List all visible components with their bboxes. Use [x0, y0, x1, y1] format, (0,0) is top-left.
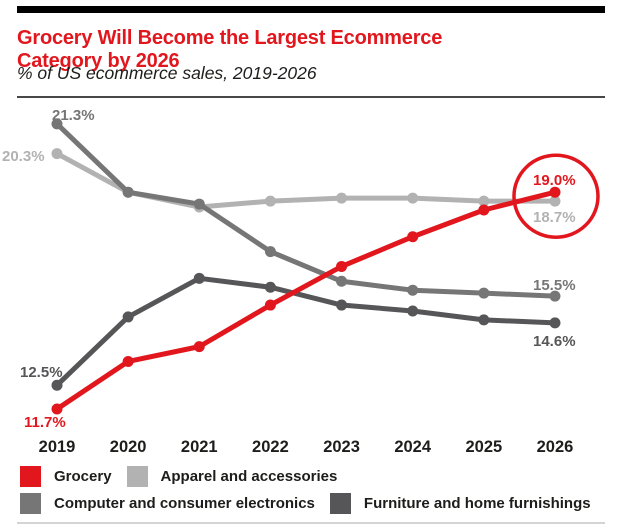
apparel-and-accessories-point-2025	[478, 195, 490, 207]
apparel-and-accessories-point-2026	[549, 195, 561, 207]
computer-and-consumer-electronics-point-2022	[264, 246, 276, 258]
apparel-and-accessories-point-2019	[51, 148, 63, 160]
chart-legend: Grocery Apparel and accessories Computer a…	[20, 466, 610, 520]
value-label-computer-and-consumer-electronics-2026: 15.5%	[533, 277, 576, 294]
furniture-and-home-furnishings-point-2020	[122, 311, 134, 323]
computer-and-consumer-electronics-line	[54, 121, 558, 299]
value-label-apparel-and-accessories-2019: 20.3%	[2, 148, 45, 165]
value-label-computer-and-consumer-electronics-2019: 21.3%	[52, 107, 95, 124]
highlight-circle-annotation	[512, 153, 600, 239]
legend-row: Grocery Apparel and accessories	[20, 466, 610, 487]
legend-item-computer-and-consumer-electronics: Computer and consumer electronics	[20, 493, 315, 514]
legend-label-furniture-and-home-furnishings: Furniture and home furnishings	[363, 495, 591, 512]
furniture-and-home-furnishings-point-2023	[336, 299, 348, 311]
computer-and-consumer-electronics-point-2020	[122, 186, 134, 198]
legend-label-computer-and-consumer-electronics: Computer and consumer electronics	[54, 495, 315, 512]
furniture-and-home-furnishings-point-2022	[264, 281, 276, 293]
legend-swatch-grocery	[20, 466, 41, 487]
legend-swatch-computer-and-consumer-electronics	[20, 493, 41, 514]
legend-label-grocery: Grocery	[54, 468, 112, 485]
grocery-point-2021	[193, 341, 205, 353]
furniture-and-home-furnishings-point-2025	[478, 314, 490, 326]
grocery-point-2022	[264, 299, 276, 311]
furniture-and-home-furnishings-point-2019	[51, 379, 63, 391]
header-divider	[17, 96, 605, 98]
grocery-point-2024	[407, 231, 419, 243]
apparel-and-accessories-point-2022	[264, 195, 276, 207]
grocery-point-2025	[478, 204, 490, 216]
x-axis-label-2023: 2023	[323, 438, 360, 456]
grocery-line	[54, 189, 558, 412]
legend-row: Computer and consumer electronics Furnitu…	[20, 493, 610, 514]
furniture-and-home-furnishings-point-2026	[549, 317, 561, 329]
furniture-and-home-furnishings-point-2021	[193, 272, 205, 284]
value-label-apparel-and-accessories-2026: 18.7%	[533, 209, 576, 226]
footer-divider	[17, 522, 605, 524]
furniture-and-home-furnishings-point-2024	[407, 305, 419, 317]
computer-and-consumer-electronics-point-2026	[549, 290, 561, 302]
x-axis-label-2020: 2020	[110, 438, 147, 456]
computer-and-consumer-electronics-point-2025	[478, 287, 490, 299]
legend-label-apparel-and-accessories: Apparel and accessories	[160, 468, 338, 485]
value-label-grocery-2019: 11.7%	[24, 414, 66, 431]
computer-and-consumer-electronics-point-2019	[51, 118, 63, 130]
value-label-furniture-and-home-furnishings-2026: 14.6%	[533, 333, 576, 350]
apparel-and-accessories-point-2024	[407, 192, 419, 204]
computer-and-consumer-electronics-point-2024	[407, 284, 419, 296]
x-axis-label-2019: 2019	[39, 438, 76, 456]
legend-item-apparel-and-accessories: Apparel and accessories	[126, 466, 338, 487]
value-label-grocery-2026: 19.0%	[533, 172, 576, 189]
x-axis-label-2022: 2022	[252, 438, 289, 456]
legend-swatch-furniture-and-home-furnishings	[329, 493, 351, 514]
grocery-point-2023	[336, 260, 348, 272]
x-axis-label-2025: 2025	[465, 438, 502, 456]
furniture-and-home-furnishings-line	[54, 275, 558, 388]
x-axis-label-2024: 2024	[394, 438, 432, 456]
chart-subtitle: % of US ecommerce sales, 2019-2026	[17, 63, 317, 83]
chart-title: Grocery Will Become the Largest Ecommerc…	[17, 27, 443, 72]
x-axis-label-2021: 2021	[181, 438, 218, 456]
grocery-point-2026	[549, 186, 561, 198]
computer-and-consumer-electronics-point-2021	[193, 198, 205, 210]
x-axis-label-2026: 2026	[537, 438, 574, 456]
value-label-furniture-and-home-furnishings-2019: 12.5%	[20, 364, 63, 381]
computer-and-consumer-electronics-point-2023	[336, 275, 348, 287]
legend-item-grocery: Grocery	[20, 466, 112, 487]
top-accent-bar	[17, 6, 605, 13]
grocery-point-2020	[122, 355, 134, 367]
legend-item-furniture-and-home-furnishings: Furniture and home furnishings	[329, 493, 591, 514]
apparel-and-accessories-point-2023	[336, 192, 348, 204]
grocery-point-2019	[51, 403, 63, 415]
legend-swatch-apparel-and-accessories	[126, 466, 148, 487]
